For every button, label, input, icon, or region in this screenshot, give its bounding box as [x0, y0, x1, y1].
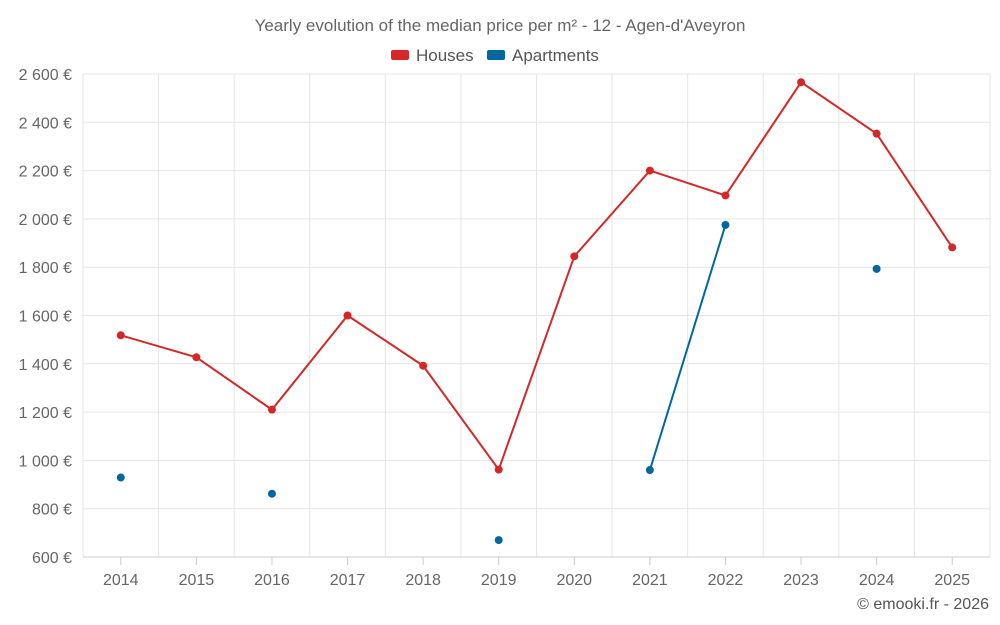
y-tick-label: 2 000 € — [19, 212, 72, 229]
data-point-houses[interactable] — [872, 129, 881, 138]
data-point-houses[interactable] — [267, 405, 276, 414]
y-axis-ticks: 600 € 800 € 1 000 € 1 200 € 1 400 € 1 600 € 1 … — [19, 67, 72, 567]
x-tick-label: 2019 — [481, 572, 517, 589]
x-tick-label: 2016 — [254, 572, 290, 589]
y-tick-label: 600 € — [32, 550, 72, 567]
y-tick-label: 2 200 € — [19, 164, 72, 181]
grid — [82, 73, 991, 558]
data-point-houses[interactable] — [343, 311, 352, 320]
data-point-apartments[interactable] — [267, 489, 276, 498]
x-tick-label: 2025 — [934, 572, 970, 589]
x-tick-label: 2014 — [103, 572, 139, 589]
legend-swatch-apartments — [487, 50, 505, 60]
x-tick-label: 2018 — [405, 572, 441, 589]
data-point-houses[interactable] — [494, 465, 503, 474]
data-point-apartments[interactable] — [494, 536, 503, 545]
data-point-apartments[interactable] — [721, 220, 730, 229]
data-point-apartments[interactable] — [116, 473, 125, 482]
chart-title: Yearly evolution of the median price per… — [255, 16, 746, 35]
y-tick-label: 2 400 € — [19, 115, 72, 132]
y-tick-label: 1 200 € — [19, 405, 72, 422]
legend-label-houses: Houses — [416, 46, 474, 65]
data-point-houses[interactable] — [419, 361, 428, 370]
data-point-houses[interactable] — [721, 191, 730, 200]
legend-item-houses[interactable]: Houses — [391, 46, 474, 65]
y-tick-label: 2 600 € — [19, 67, 72, 84]
x-tick-label: 2024 — [859, 572, 895, 589]
x-tick-label: 2020 — [556, 572, 592, 589]
data-point-houses[interactable] — [570, 252, 579, 261]
y-tick-label: 1 600 € — [19, 309, 72, 326]
x-tick-label: 2017 — [330, 572, 366, 589]
data-point-houses[interactable] — [645, 166, 654, 175]
series-line-houses — [120, 81, 954, 471]
y-tick-label: 1 000 € — [19, 453, 72, 470]
y-tick-label: 1 400 € — [19, 357, 72, 374]
series-apartments — [116, 220, 881, 545]
y-tick-label: 800 € — [32, 502, 72, 519]
data-point-apartments[interactable] — [645, 466, 654, 475]
y-tick-label: 1 800 € — [19, 260, 72, 277]
legend-swatch-houses — [391, 50, 409, 60]
x-tick-label: 2015 — [179, 572, 215, 589]
legend: Houses Apartments — [391, 46, 599, 65]
credit-text: © emooki.fr - 2026 — [857, 596, 989, 613]
x-axis-ticks: 2014 2015 2016 2017 2018 2019 2020 2021 2022 2023… — [103, 557, 970, 589]
data-point-houses[interactable] — [192, 353, 201, 362]
x-tick-label: 2021 — [632, 572, 668, 589]
data-point-apartments[interactable] — [872, 264, 881, 273]
data-point-houses[interactable] — [797, 78, 806, 87]
x-tick-label: 2022 — [708, 572, 744, 589]
x-tick-label: 2023 — [783, 572, 819, 589]
series-line-apartments — [648, 224, 727, 471]
legend-item-apartments[interactable]: Apartments — [487, 46, 599, 65]
series-houses — [116, 78, 957, 474]
legend-label-apartments: Apartments — [512, 46, 599, 65]
data-point-houses[interactable] — [948, 243, 957, 252]
data-point-houses[interactable] — [116, 331, 125, 340]
series — [116, 78, 957, 545]
